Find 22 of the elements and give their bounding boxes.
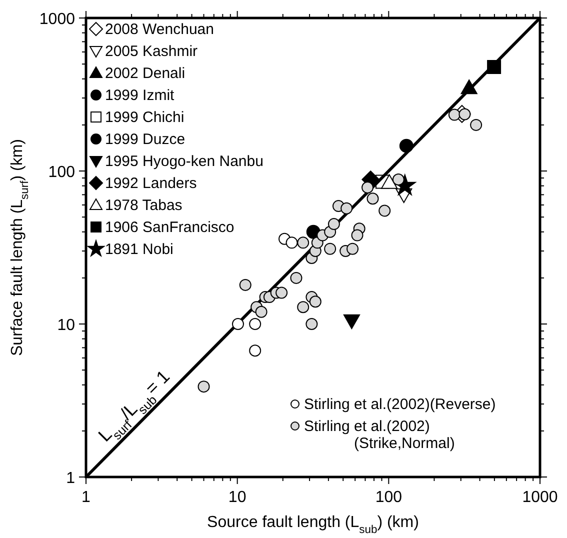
legend-label: 1992 Landers bbox=[105, 175, 197, 192]
legend-label: 1978 Tabas bbox=[105, 197, 182, 214]
legend-label: 1999 Duzce bbox=[105, 131, 186, 148]
legend-label: 2002 Denali bbox=[105, 65, 186, 82]
y-tick-label: 1 bbox=[66, 470, 76, 487]
legend-label: 1999 Izmit bbox=[105, 87, 176, 104]
legend-label: Stirling et al.(2002)(Reverse) bbox=[304, 396, 496, 413]
x-tick-label: 1000 bbox=[522, 489, 558, 506]
legend-label: 1906 SanFrancisco bbox=[105, 219, 234, 236]
legend-label: 1891 Nobi bbox=[105, 241, 174, 258]
y-tick-label: 100 bbox=[48, 164, 76, 181]
x-tick-label: 1 bbox=[82, 489, 91, 506]
legend-label: Stirling et al.(2002) (Strike,Normal) bbox=[304, 418, 455, 452]
legend-label: 2008 Wenchuan bbox=[105, 21, 214, 38]
x-tick-label: 100 bbox=[375, 489, 402, 506]
y-tick-label: 1000 bbox=[39, 11, 76, 28]
legend-label: 1995 Hyogo-ken Nanbu bbox=[105, 153, 264, 170]
legend-label: 1999 Chichi bbox=[105, 109, 184, 126]
x-tick-label: 10 bbox=[228, 489, 246, 506]
x-axis-title: Source fault length (L$_{sub}$) (km) bbox=[207, 514, 419, 536]
legend-label: 2005 Kashmir bbox=[105, 43, 198, 60]
y-tick-label: 10 bbox=[57, 317, 76, 334]
